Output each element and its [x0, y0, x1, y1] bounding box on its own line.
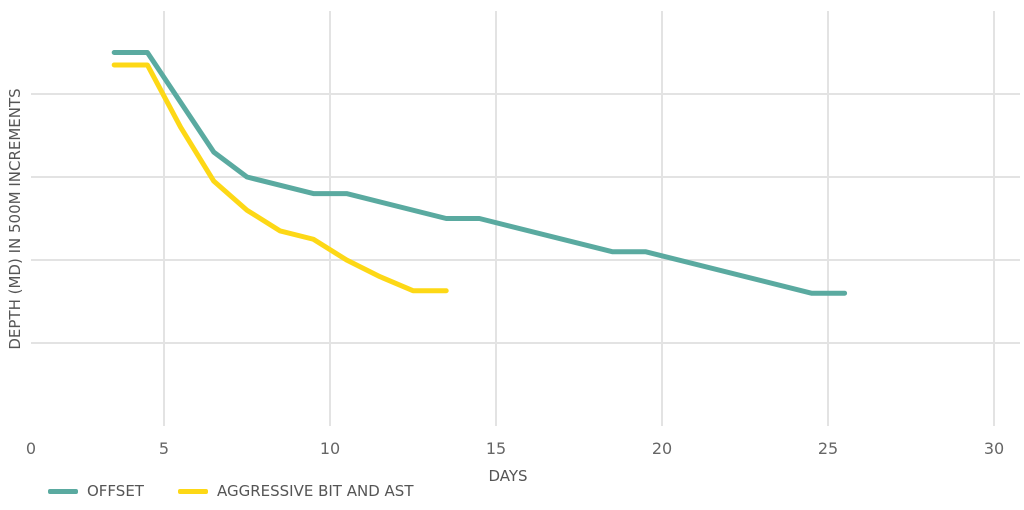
series-line-1	[111, 62, 449, 294]
x-axis-title: DAYS	[488, 467, 527, 485]
gridlines	[31, 11, 1020, 426]
legend: OFFSET AGGRESSIVE BIT AND AST	[48, 482, 447, 500]
series-lines	[111, 50, 848, 296]
x-tick-label: 0	[26, 439, 36, 458]
legend-item-aggressive: AGGRESSIVE BIT AND AST	[177, 482, 414, 500]
x-tick-label: 25	[818, 439, 838, 458]
legend-swatch-offset	[48, 488, 78, 494]
x-tick-label: 10	[320, 439, 340, 458]
series-line-0	[111, 50, 848, 296]
y-axis-title: DEPTH (MD) IN 500M INCREMENTS	[6, 88, 24, 349]
legend-label-aggressive: AGGRESSIVE BIT AND AST	[216, 482, 414, 500]
x-tick-labels: 0 5 10 15 20 25 30	[26, 439, 1004, 458]
legend-label-offset: OFFSET	[87, 482, 144, 500]
x-tick-label: 20	[652, 439, 672, 458]
x-tick-label: 30	[984, 439, 1004, 458]
legend-item-offset: OFFSET	[48, 482, 144, 500]
x-tick-label: 15	[486, 439, 506, 458]
legend-swatch-aggressive	[177, 488, 208, 494]
x-tick-label: 5	[159, 439, 169, 458]
